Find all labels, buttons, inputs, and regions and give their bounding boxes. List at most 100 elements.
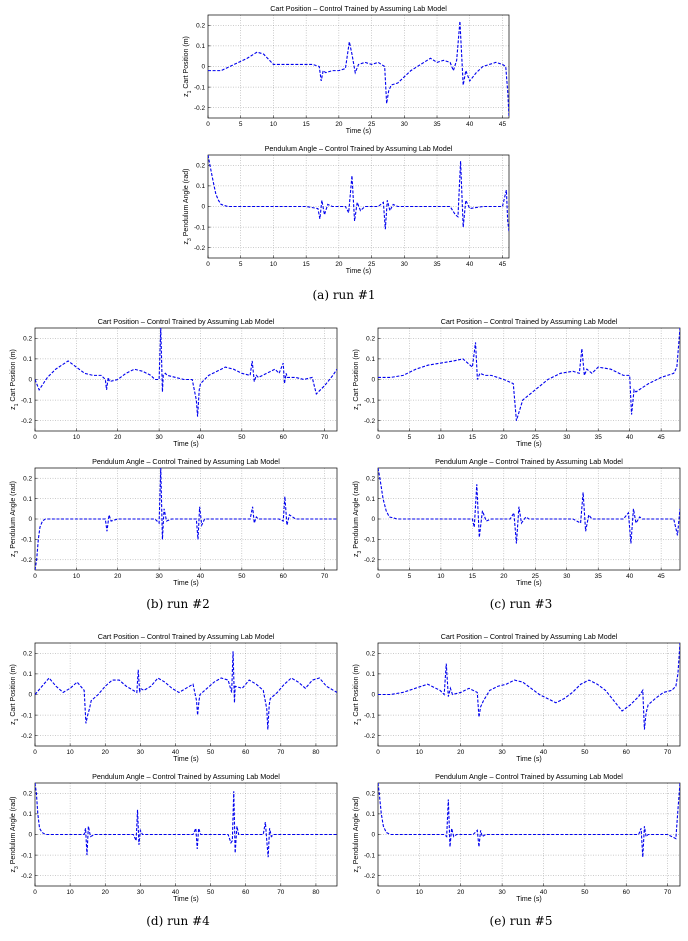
run5-angle-y-tick-label: 0 (371, 832, 375, 839)
run4-cart-x-tick-label: 40 (172, 749, 180, 756)
run3-cart-x-tick-label: 10 (437, 434, 445, 441)
run5-angle-x-tick-label: 30 (499, 889, 507, 896)
run5-cart-title: Cart Position – Control Trained by Assum… (441, 632, 618, 641)
run5-angle-axes-box (377, 782, 681, 887)
run4-angle-x-tick-label: 50 (207, 889, 215, 896)
run4-angle-x-tick-label: 60 (242, 889, 250, 896)
run1-angle-y-tick-label: -0.1 (194, 224, 205, 231)
run1-cart-y-tick-label: -0.2 (194, 105, 205, 112)
run1-cart-y-tick-label: 0 (201, 64, 205, 71)
run2-angle-x-tick-label: 0 (33, 573, 37, 580)
run4-cart-chart: Cart Position – Control Trained by Assum… (10, 632, 338, 763)
run4-angle-y-tick-label: -0.2 (21, 873, 32, 880)
run3-angle-title: Pendulum Angle – Control Trained by Assu… (435, 457, 623, 466)
run2-angle-y-tick-label: 0.1 (23, 496, 32, 503)
run3-cart-x-tick-label: 0 (376, 434, 380, 441)
run4-angle-x-tick-label: 80 (312, 889, 320, 896)
run5-angle-x-tick-label: 10 (416, 889, 424, 896)
run4-angle-axes-box (34, 782, 338, 887)
run1-cart-x-tick-label: 45 (499, 121, 507, 128)
run2-angle-x-tick-label: 50 (238, 573, 246, 580)
run3-cart-x-tick-label: 45 (658, 434, 666, 441)
run4-angle-x-tick-label: 0 (33, 889, 37, 896)
run5-angle-y-tick-label: -0.1 (364, 852, 375, 859)
run3-cart-x-tick-label: 15 (469, 434, 477, 441)
caption-run-4: (d) run #4 (146, 914, 210, 928)
run3-angle-y-tick-label: 0.1 (366, 496, 375, 503)
run5-cart-series-line (378, 643, 680, 730)
run2-cart-y-tick-label: 0 (28, 377, 32, 384)
run3-angle-x-tick-label: 15 (469, 573, 477, 580)
run5-angle-xlabel: Time (s) (516, 896, 541, 903)
run2-cart-y-tick-label: -0.1 (21, 397, 32, 404)
run1-angle-y-tick-label: 0 (201, 204, 205, 211)
run3-cart-y-tick-label: 0 (371, 377, 375, 384)
run4-cart-x-tick-label: 0 (33, 749, 37, 756)
run4-angle-x-tick-label: 30 (137, 889, 145, 896)
run3-angle-ylabel: z3 Pendulum Angle (rad) (353, 481, 363, 557)
run3-angle-x-tick-label: 45 (658, 573, 666, 580)
run3-cart-x-tick-label: 30 (563, 434, 571, 441)
run5-cart-x-tick-label: 60 (623, 749, 631, 756)
run2-cart-xlabel: Time (s) (173, 441, 198, 448)
run2-cart-series-line (35, 328, 337, 417)
run5-angle-x-tick-label: 40 (540, 889, 548, 896)
run3-cart-xlabel: Time (s) (516, 441, 541, 448)
run3-cart-title: Cart Position – Control Trained by Assum… (441, 317, 618, 326)
run1-cart-x-tick-label: 15 (303, 121, 311, 128)
run4-angle-x-tick-label: 70 (277, 889, 285, 896)
run3-cart-series-line (378, 328, 680, 421)
run1-angle-x-tick-label: 15 (303, 261, 311, 268)
run3-cart-x-tick-label: 25 (532, 434, 540, 441)
run4-cart-y-tick-label: -0.1 (21, 712, 32, 719)
run2-angle-y-tick-label: 0 (28, 516, 32, 523)
run4-angle-chart: Pendulum Angle – Control Trained by Assu… (10, 772, 338, 903)
run5-angle-x-tick-label: 50 (581, 889, 589, 896)
run2-cart-x-tick-label: 50 (238, 434, 246, 441)
run4-cart-x-tick-label: 10 (67, 749, 75, 756)
run2-angle-title: Pendulum Angle – Control Trained by Assu… (92, 457, 280, 466)
run4-cart-x-tick-label: 30 (137, 749, 145, 756)
run4-angle-y-tick-label: 0.2 (23, 791, 32, 798)
run2-angle-x-tick-label: 30 (156, 573, 164, 580)
run1-angle-chart: Pendulum Angle – Control Trained by Assu… (183, 144, 510, 275)
run1-cart-chart: Cart Position – Control Trained by Assum… (183, 4, 510, 135)
run3-angle-y-tick-label: -0.1 (364, 537, 375, 544)
run1-cart-y-tick-label: -0.1 (194, 84, 205, 91)
run1-angle-x-tick-label: 40 (466, 261, 474, 268)
run1-angle-x-tick-label: 25 (368, 261, 376, 268)
caption-run-5: (e) run #5 (489, 914, 553, 928)
run4-angle-xlabel: Time (s) (173, 896, 198, 903)
run4-angle-y-tick-label: 0.1 (23, 811, 32, 818)
run1-cart-x-tick-label: 40 (466, 121, 474, 128)
run3-angle-xlabel: Time (s) (516, 580, 541, 587)
run5-cart-x-tick-label: 10 (416, 749, 424, 756)
run3-cart-y-tick-label: -0.2 (364, 418, 375, 425)
run2-cart-chart: Cart Position – Control Trained by Assum… (10, 317, 338, 448)
caption-run-1: (a) run #1 (312, 288, 376, 302)
run2-cart-x-tick-label: 70 (321, 434, 329, 441)
run4-cart-x-tick-label: 80 (312, 749, 320, 756)
run4-cart-y-tick-label: 0.1 (23, 671, 32, 678)
run1-angle-title: Pendulum Angle – Control Trained by Assu… (265, 144, 453, 153)
run4-angle-y-tick-label: -0.1 (21, 852, 32, 859)
run1-angle-x-tick-label: 10 (270, 261, 278, 268)
run2-cart-y-tick-label: 0.2 (23, 336, 32, 343)
run2-angle-series-line (35, 468, 337, 570)
run2-angle-x-tick-label: 10 (73, 573, 81, 580)
run1-angle-ylabel: z3 Pendulum Angle (rad) (183, 169, 193, 245)
run2-cart-ylabel: z1 Cart Position (m) (10, 349, 20, 410)
run1-angle-y-tick-label: 0.2 (196, 163, 205, 170)
run3-angle-x-tick-label: 30 (563, 573, 571, 580)
run1-cart-x-tick-label: 10 (270, 121, 278, 128)
run3-angle-x-tick-label: 5 (408, 573, 412, 580)
run4-cart-xlabel: Time (s) (173, 756, 198, 763)
run2-cart-x-tick-label: 0 (33, 434, 37, 441)
run4-angle-y-tick-label: 0 (28, 832, 32, 839)
run2-angle-x-tick-label: 60 (280, 573, 288, 580)
run3-angle-x-tick-label: 10 (437, 573, 445, 580)
run1-cart-x-tick-label: 5 (239, 121, 243, 128)
run1-cart-x-tick-label: 25 (368, 121, 376, 128)
run5-cart-x-tick-label: 40 (540, 749, 548, 756)
